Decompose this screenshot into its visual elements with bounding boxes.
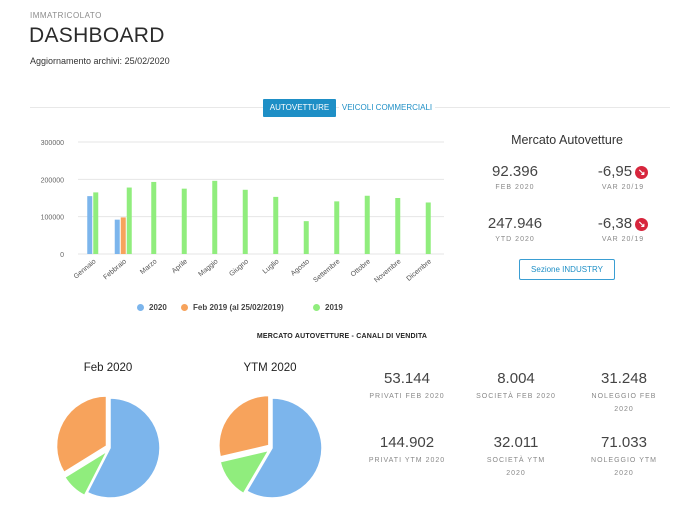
bar-2019-novembre	[395, 198, 401, 254]
bar-2019-ottobre	[364, 195, 370, 254]
pie-slice-noleggio	[218, 394, 270, 458]
arrow-down-right-icon: ↘	[635, 166, 649, 179]
stat-feb-var-number: -6,95	[597, 163, 633, 180]
kpi-noleggio-ytm: 71.033 NOLEGGIO YTM 2020	[569, 434, 679, 480]
pie-feb-title: Feb 2020	[83, 362, 133, 374]
kpi-noleggio-feb: 31.248 NOLEGGIO FEB 2020	[569, 370, 679, 416]
pie-slice-societ	[219, 449, 271, 495]
page-title: DASHBOARD	[29, 24, 165, 47]
legend-label-2020: 2020	[149, 303, 167, 312]
bar-feb-febbraio	[120, 217, 126, 254]
kpi-noleggio-feb-value: 31.248	[601, 370, 647, 387]
kpi-societa-ytm: 32.011 SOCIETÀ YTM 2020	[461, 434, 571, 480]
tab-veicoli-commerciali[interactable]: VEICOLI COMMERCIALI	[339, 99, 435, 117]
update-date: 25/02/2020	[124, 56, 170, 66]
bar-2019-giugno	[242, 189, 248, 254]
page-kicker: IMMATRICOLATO	[30, 11, 102, 20]
tab-autovetture[interactable]: AUTOVETTURE	[263, 99, 336, 117]
kpi-noleggio-ytm-label: NOLEGGIO YTM 2020	[591, 457, 657, 477]
legend-dot-2020	[137, 304, 144, 311]
bar-2020-febbraio	[114, 219, 120, 254]
bar-2019-aprile	[181, 188, 187, 254]
y-tick-label: 300000	[41, 140, 64, 147]
pie-ytm-title: YTM 2020	[243, 362, 297, 374]
x-tick-label: Luglio	[262, 258, 281, 275]
legend-dot-2019	[313, 304, 320, 311]
legend-label-feb-2019: Feb 2019 (al 25/02/2019)	[193, 303, 284, 312]
stat-ytd-var-number: -6,38	[597, 215, 633, 232]
stat-ytd-value: 247.946	[487, 215, 543, 232]
kpi-privati-ytm-label: PRIVATI YTM 2020	[368, 457, 446, 464]
bar-2019-febbraio	[126, 187, 132, 254]
x-tick-label: Dicembre	[406, 258, 434, 283]
x-tick-label: Aprile	[171, 258, 189, 275]
sales-channels-title: MERCATO AUTOVETTURE - CANALI DI VENDITA	[256, 333, 428, 340]
kpi-noleggio-feb-label: NOLEGGIO FEB 2020	[591, 393, 657, 413]
legend-item-feb-2019[interactable]: Feb 2019 (al 25/02/2019)	[181, 303, 284, 313]
stat-ytd-var-label: VAR 20/19	[601, 236, 645, 243]
kpi-societa-feb-label: SOCIETÀ FEB 2020	[476, 393, 556, 400]
kpi-privati-ytm-value: 144.902	[379, 434, 435, 451]
stat-feb: 92.396 FEB 2020	[470, 163, 560, 191]
y-tick-label: 0	[60, 252, 64, 259]
stat-feb-var-label: VAR 20/19	[601, 184, 645, 191]
pie-slice-noleggio	[55, 395, 108, 474]
update-info: Aggiornamento archivi: 25/02/2020	[30, 56, 170, 66]
industry-section-button[interactable]: Sezione INDUSTRY	[519, 259, 615, 280]
x-tick-label: Marzo	[139, 258, 158, 276]
bar-2019-marzo	[151, 181, 157, 254]
legend-item-2020[interactable]: 2020	[137, 303, 167, 313]
kpi-societa-ytm-value: 32.011	[493, 434, 539, 451]
y-tick-label: 200000	[41, 177, 64, 184]
kpi-societa-ytm-label: SOCIETÀ YTM 2020	[486, 457, 546, 477]
monthly-registrations-chart: 0 100000 200000 300000 Gennaio Febbraio Marzo A…	[41, 140, 444, 284]
x-tick-label: Giugno	[228, 258, 250, 278]
bar-2019-settembre	[334, 201, 340, 254]
kpi-noleggio-ytm-value: 71.033	[601, 434, 647, 451]
legend-item-2019[interactable]: 2019	[313, 303, 343, 313]
kpi-privati-feb: 53.144 PRIVATI FEB 2020	[352, 370, 462, 403]
bar-2019-gennaio	[93, 192, 99, 254]
bar-2019-maggio	[212, 180, 218, 254]
legend-label-2019: 2019	[325, 303, 343, 312]
x-tick-label: Novembre	[373, 258, 402, 284]
stat-ytd-label: YTD 2020	[495, 236, 535, 243]
x-tick-label: Ottobre	[350, 258, 372, 278]
stat-ytd-var: -6,38 ↘ VAR 20/19	[578, 215, 668, 243]
x-tick-label: Febbraio	[102, 258, 128, 281]
kpi-societa-feb: 8.004 SOCIETÀ FEB 2020	[461, 370, 571, 403]
x-tick-label: Maggio	[197, 258, 219, 278]
stat-feb-value: 92.396	[492, 163, 538, 180]
stat-feb-var-value: -6,95 ↘	[578, 163, 668, 180]
mercato-title: Mercato Autovetture	[511, 133, 623, 147]
kpi-privati-ytm: 144.902 PRIVATI YTM 2020	[352, 434, 462, 467]
x-tick-label: Gennaio	[73, 258, 98, 280]
pie-slice-privati	[245, 397, 323, 499]
bar-2019-luglio	[273, 196, 279, 254]
pie-feb-chart	[55, 395, 161, 499]
bar-2019-dicembre	[425, 202, 431, 254]
x-tick-label: Agosto	[290, 258, 311, 277]
arrow-down-right-icon: ↘	[635, 218, 649, 231]
update-label: Aggiornamento archivi:	[30, 56, 123, 66]
bar-2019-agosto	[303, 221, 309, 254]
stat-feb-var: -6,95 ↘ VAR 20/19	[578, 163, 668, 191]
stat-ytd: 247.946 YTD 2020	[470, 215, 560, 243]
kpi-privati-feb-label: PRIVATI FEB 2020	[369, 393, 445, 400]
stat-ytd-var-value: -6,38 ↘	[578, 215, 668, 232]
pie-ytm-chart	[218, 394, 323, 499]
stat-feb-label: FEB 2020	[495, 184, 535, 191]
y-tick-label: 100000	[41, 215, 64, 222]
kpi-privati-feb-value: 53.144	[384, 370, 430, 387]
pie-slice-societ	[63, 448, 110, 497]
legend-dot-feb-2019	[181, 304, 188, 311]
pie-slice-privati	[86, 397, 161, 499]
bar-2020-gennaio	[87, 196, 93, 254]
x-tick-label: Settembre	[312, 258, 341, 284]
kpi-societa-feb-value: 8.004	[497, 370, 535, 387]
